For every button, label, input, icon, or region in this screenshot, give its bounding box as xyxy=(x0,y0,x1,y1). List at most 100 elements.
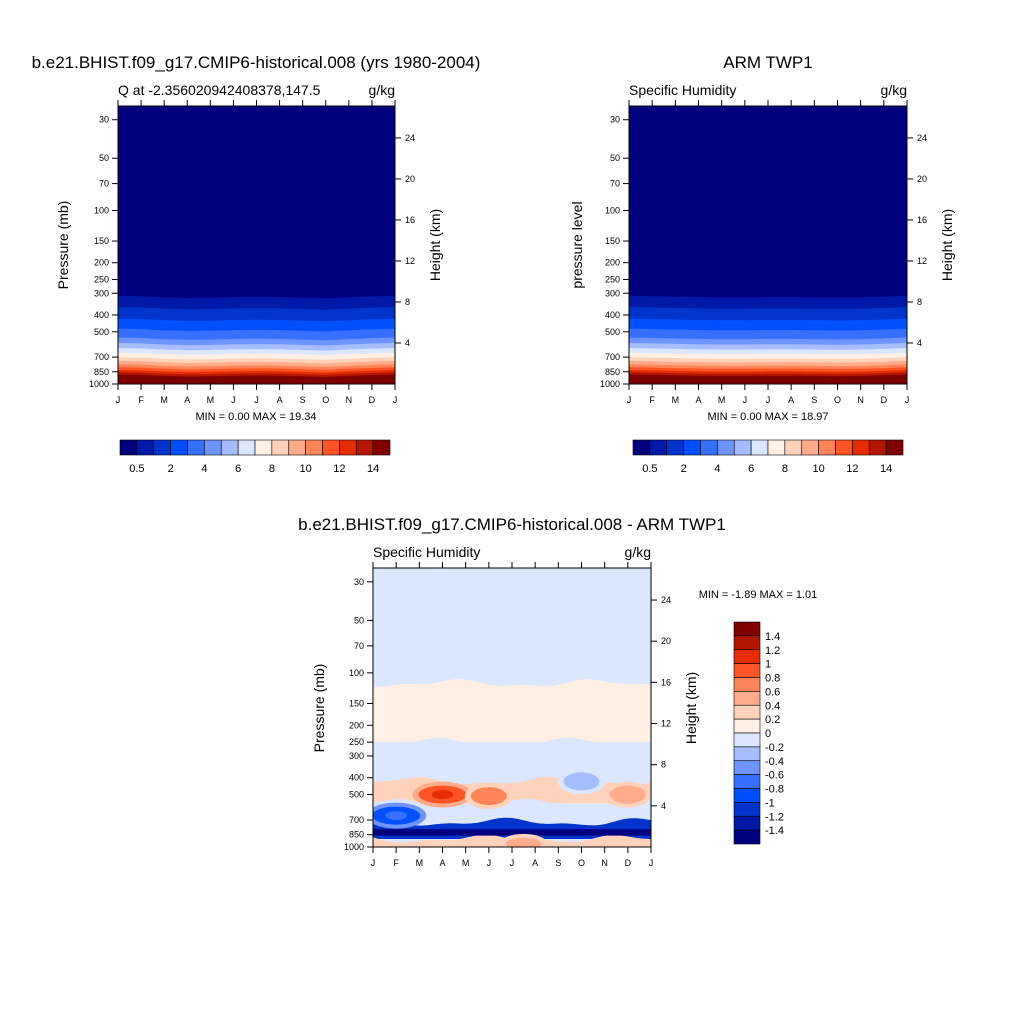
panel-model-axes: J F M A M J J A S O N D J 30 50 70 100 150 200 250 300 400 500… xyxy=(89,100,415,405)
panel-model-xtick-label: A xyxy=(184,395,190,405)
colorbar-obs-label: 0.5 xyxy=(642,463,657,475)
colorbar-diff-label: 0 xyxy=(765,728,771,740)
colorbar-obs-swatch xyxy=(717,439,735,456)
panel-model-xtick-label: D xyxy=(369,395,376,405)
panel-diff-feature xyxy=(505,837,542,847)
colorbar-diff-label: -0.8 xyxy=(765,784,784,796)
panel-model-left-subtitle: Q at -2.356020942408378,147.5 xyxy=(118,82,321,98)
panel-obs-contours xyxy=(629,295,907,384)
colorbar-diff-label: -0.2 xyxy=(765,742,784,754)
panel-obs-ytick-label: 200 xyxy=(605,258,620,268)
panel-obs-height-tick-label: 4 xyxy=(917,338,922,348)
panel-obs-ytick-label: 1000 xyxy=(600,379,620,389)
panel-model-units: g/kg xyxy=(369,82,395,98)
panel-obs-ytick-label: 300 xyxy=(605,288,620,298)
panel-diff-ytick-label: 150 xyxy=(349,699,364,709)
colorbar-model-swatch xyxy=(153,439,171,456)
panel-obs-xtick-label: O xyxy=(834,395,841,405)
panel-model-xtick-label: S xyxy=(300,395,306,405)
colorbar-diff-swatch xyxy=(733,732,761,748)
panel-obs-ytick-label: 700 xyxy=(605,352,620,362)
panel-model-xtick-label: M xyxy=(160,395,168,405)
panel-diff-ytick-label: 1000 xyxy=(344,842,364,852)
panel-diff-ylabel-right: Height (km) xyxy=(683,672,699,744)
panel-diff-xtick-label: J xyxy=(649,858,654,868)
colorbar-obs-swatch xyxy=(818,439,836,456)
colorbar-diff-swatch xyxy=(733,815,761,831)
panel-model-ytick-label: 100 xyxy=(94,205,109,215)
panel-diff-contour-band xyxy=(373,798,651,823)
colorbar-model-swatch xyxy=(305,439,323,456)
panel-obs-left-subtitle: Specific Humidity xyxy=(629,82,736,98)
panel-diff-height-tick-label: 24 xyxy=(661,595,671,605)
panel-diff-ytick-label: 70 xyxy=(354,641,364,651)
panel-diff-ytick-label: 100 xyxy=(349,668,364,678)
panel-diff-xtick-label: O xyxy=(578,858,585,868)
panel-diff-xtick-label: J xyxy=(487,858,492,868)
panel-obs-ytick-label: 150 xyxy=(605,236,620,246)
panel-obs-xtick-label: A xyxy=(788,395,794,405)
panel-obs-ytick-label: 70 xyxy=(610,179,620,189)
panel-diff-feature-core xyxy=(385,811,407,821)
panel-diff-height-tick-label: 12 xyxy=(661,719,671,729)
panel-diff-stats: MIN = -1.89 MAX = 1.01 xyxy=(699,589,818,601)
colorbar-obs-swatch xyxy=(852,439,870,456)
panel-model-ylabel: Pressure (mb) xyxy=(55,201,71,290)
colorbar-diff-swatch xyxy=(733,691,761,706)
panel-obs-height-tick-label: 24 xyxy=(917,133,927,143)
panel-obs-xtick-label: J xyxy=(743,395,748,405)
panel-diff-xtick-label: A xyxy=(532,858,538,868)
colorbar-diff-label: -1.4 xyxy=(765,825,784,837)
colorbar-model-swatch xyxy=(372,439,391,456)
panel-diff-xtick-label: M xyxy=(416,858,424,868)
panel-obs-height-tick-label: 20 xyxy=(917,174,927,184)
panel-diff-contour-band xyxy=(373,679,651,743)
panel-model-contours xyxy=(118,295,395,384)
colorbar-diff: 1.4 1.2 1 0.80.6 0.4 0.2 0 -0.2 -0.4 -0.6 -0.8-1 -1… xyxy=(733,621,784,845)
colorbar-obs-swatch xyxy=(666,439,684,456)
panel-model-ylabel-right: Height (km) xyxy=(427,209,443,281)
colorbar-obs-swatch xyxy=(885,439,904,456)
colorbar-obs-swatch xyxy=(801,439,819,456)
panel-diff-height-tick-label: 4 xyxy=(661,801,666,811)
colorbar-model-swatch xyxy=(288,439,306,456)
panel-obs-xtick-label: M xyxy=(672,395,680,405)
panel-diff-dry-stripe xyxy=(373,829,651,836)
panel-diff-xtick-label: J xyxy=(510,858,515,868)
panel-obs-xtick-label: N xyxy=(857,395,864,405)
panel-diff-plot xyxy=(373,568,651,847)
panel-obs-ytick-label: 100 xyxy=(605,205,620,215)
colorbar-obs-label: 2 xyxy=(681,463,687,475)
colorbar-obs-swatch xyxy=(632,439,651,456)
colorbar-diff-swatch xyxy=(733,802,761,817)
panel-model-xtick-label: A xyxy=(277,395,283,405)
panel-model-ytick-label: 400 xyxy=(94,310,109,320)
colorbar-model-label: 6 xyxy=(235,463,241,475)
panel-obs-title: ARM TWP1 xyxy=(723,53,812,72)
panel-model-xtick-label: O xyxy=(322,395,329,405)
panel-diff-feature xyxy=(563,772,600,791)
colorbar-model: 0.5 2 4 6 8 10 12 14 xyxy=(119,439,391,475)
panel-obs-height-tick-label: 12 xyxy=(917,256,927,266)
panel-obs-xtick-label: M xyxy=(718,395,726,405)
colorbar-diff-label: 1 xyxy=(765,659,771,671)
colorbar-diff-swatch xyxy=(733,718,761,734)
colorbar-diff-label: 1.4 xyxy=(765,631,780,643)
colorbar-diff-label: -0.4 xyxy=(765,756,784,768)
panel-diff-feature-core xyxy=(431,790,454,800)
colorbar-obs-swatch xyxy=(767,439,786,456)
colorbar-model-swatch xyxy=(271,439,290,456)
colorbar-diff-swatch xyxy=(733,829,761,845)
colorbar-obs-label: 10 xyxy=(813,463,825,475)
colorbar-obs-swatch xyxy=(868,439,887,456)
colorbar-diff-swatch xyxy=(733,635,761,651)
colorbar-diff-swatch xyxy=(733,774,761,789)
panel-diff-ytick-label: 500 xyxy=(349,790,364,800)
panel-obs-ytick-label: 50 xyxy=(610,153,620,163)
panel-obs-xtick-label: A xyxy=(695,395,701,405)
colorbar-diff-label: 0.2 xyxy=(765,714,780,726)
panel-model-ytick-label: 200 xyxy=(94,258,109,268)
colorbar-model-swatch xyxy=(322,439,340,456)
colorbar-diff-label: -1 xyxy=(765,797,775,809)
panel-model-xtick-label: J xyxy=(393,395,398,405)
